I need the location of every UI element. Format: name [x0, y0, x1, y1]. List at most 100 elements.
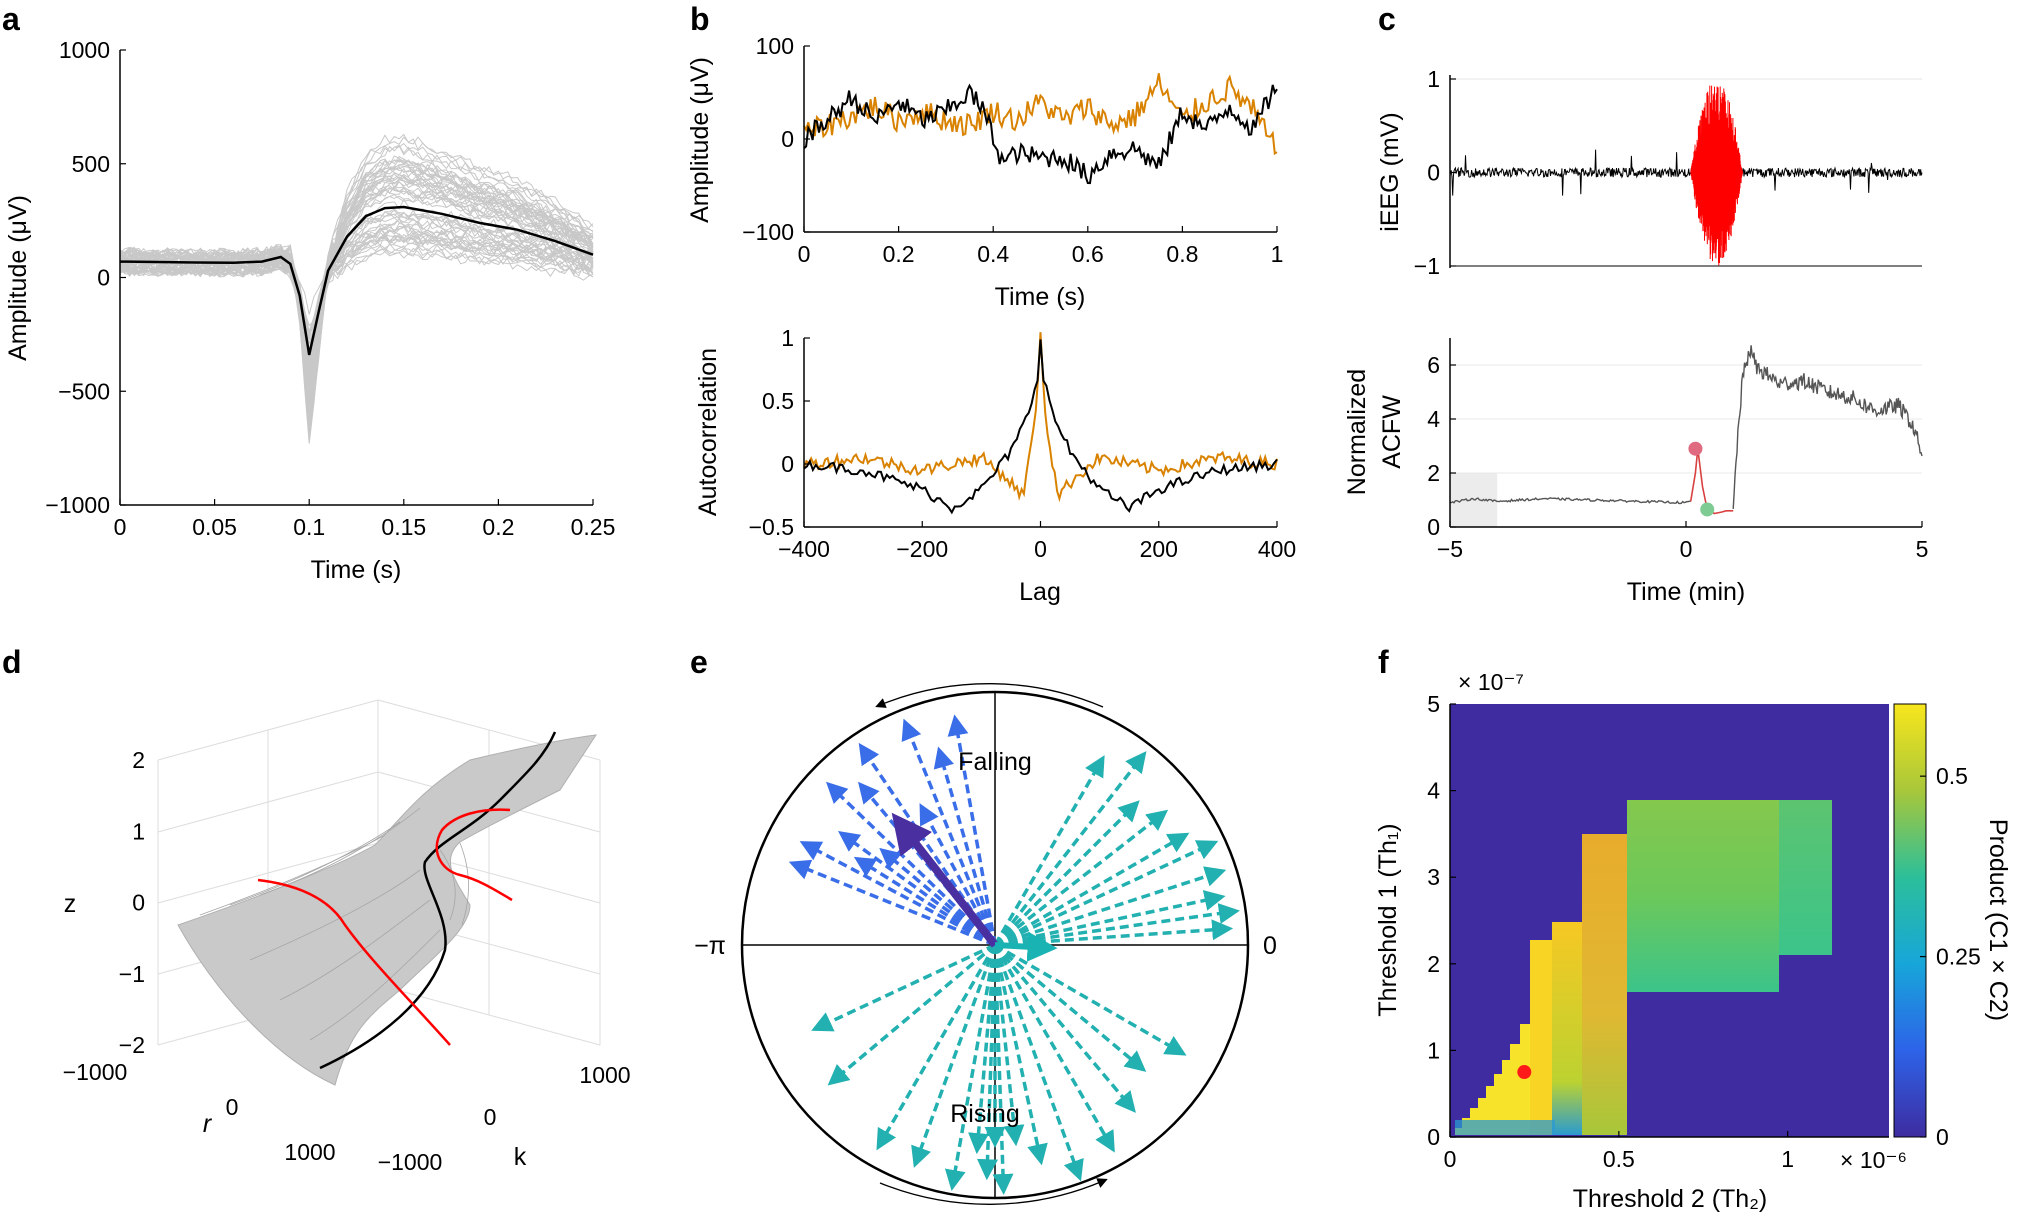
panel-d-ztick-label: 2	[132, 747, 145, 773]
panel-f-bottom-strip	[1455, 1120, 1555, 1135]
panel-b-bottom-xtick-label: 200	[1140, 536, 1178, 562]
panel-c-top-seizure-trace	[1690, 85, 1744, 266]
panel-b-bottom-xtick-label: −200	[896, 536, 948, 562]
panel-a-trace	[119, 167, 594, 379]
panel-f-x-exponent: × 10⁻⁶	[1840, 1147, 1907, 1173]
panel-d-rtick-label: −1000	[63, 1059, 128, 1085]
panel-a-xtick-label: 0.15	[381, 514, 426, 540]
panel-b-bottom-ytick-label: 0	[781, 451, 794, 477]
panel-a-trace	[119, 144, 594, 388]
panel-d-klabel: k	[514, 1143, 527, 1171]
panel-label-f: f	[1378, 644, 1389, 680]
panel-c-bottom-seizure-line	[1689, 448, 1734, 515]
panel-c-top-ytick-label: 1	[1427, 66, 1440, 92]
panel-b-bottom-ytick-label: 0.5	[762, 388, 794, 414]
panel-f-ytick-label: 3	[1427, 864, 1440, 890]
panel-c-bottom-xtick-label: −5	[1437, 536, 1463, 562]
panel-e-arrows	[788, 714, 1240, 1195]
panel-a-trace	[119, 187, 594, 401]
panel-c-bottom-marker-peak	[1688, 441, 1703, 456]
panel-f-colorbar-tick-label: 0.5	[1936, 763, 1968, 789]
panel-a-xtick-label: 0.2	[482, 514, 514, 540]
panel-c-bottom-marker-trough	[1700, 502, 1715, 517]
panel-b-bottom-xtick-label: −400	[778, 536, 830, 562]
panel-d-ktick-label: 1000	[579, 1062, 630, 1088]
panel-a-ytick-label: −1000	[45, 492, 110, 518]
panel-c-top-yticks: −1 0 1	[1414, 66, 1456, 279]
panel-a-xticks: 0 0.05 0.1 0.15 0.2 0.25	[114, 499, 615, 540]
panel-e-phase-arrow	[993, 800, 1140, 947]
panel-label-a: a	[2, 1, 20, 37]
panel-e-phase-arrow	[947, 714, 997, 946]
panel-a-xlabel: Time (s)	[311, 556, 402, 584]
panel-f-colorbar-tick-label: 0	[1936, 1124, 1949, 1150]
panel-e-mean-rising-arrow	[994, 931, 1058, 962]
panel-b-top-xtick-label: 0.6	[1072, 241, 1104, 267]
panel-a-xtick-label: 0.1	[293, 514, 325, 540]
panel-c-bottom-xtick-label: 0	[1680, 536, 1693, 562]
panel-label-d: d	[2, 644, 22, 680]
panel-a-trace	[119, 225, 594, 403]
panel-a: 0 0.05 0.1 0.15 0.2 0.25 −1000 −500 0 500 1000 Ti…	[4, 37, 615, 584]
panel-c-bottom-xlabel: Time (min)	[1627, 578, 1746, 606]
panel-e-phase-arrow	[811, 943, 996, 1032]
panel-d-ztick-label: −1	[119, 961, 145, 987]
panel-e-phase-arrow	[853, 856, 996, 947]
panel-b-top-orange-line	[803, 73, 1278, 156]
panel-e-phase-arrow	[879, 847, 997, 947]
panel-b-bottom: −400 −200 0 200 400 −0.5 0 0.5 1 Lag Autocorrel…	[694, 325, 1296, 606]
panel-a-ylabel: Amplitude (μV)	[4, 195, 32, 361]
panel-f-ytick-label: 0	[1427, 1124, 1440, 1150]
panel-f-block-orange	[1582, 834, 1627, 1135]
panel-e-phase-arrow	[944, 944, 997, 1192]
panel-b-top-xticks: 0 0.2 0.4 0.6 0.8 1	[798, 226, 1284, 267]
panel-f-xticks: 0 0.5 1	[1444, 1131, 1794, 1172]
panel-f-block-yellow	[1552, 922, 1582, 1135]
panel-a-trace	[119, 224, 594, 439]
panel-b-bottom-ytick-label: −0.5	[749, 514, 794, 540]
panel-a-ytick-label: 500	[72, 151, 110, 177]
panel-b-top-ytick-label: 0	[781, 126, 794, 152]
panel-e-phase-arrow	[933, 746, 997, 946]
panel-f-optimum-marker	[1517, 1065, 1532, 1080]
panel-f-xtick-label: 0.5	[1603, 1146, 1635, 1172]
panel-b-top-xtick-label: 0	[798, 241, 811, 267]
panel-e-phase-arrow	[994, 840, 1219, 947]
panel-b-bottom-ytick-label: 1	[781, 325, 794, 351]
panel-b-bottom-black-line	[803, 339, 1278, 515]
panel-f-ytick-label: 2	[1427, 951, 1440, 977]
panel-e-phase-arrow	[901, 718, 997, 946]
panel-a-xtick-label: 0	[114, 514, 127, 540]
panel-c-bottom-ytick-label: 0	[1427, 514, 1440, 540]
panel-c-bottom-post-line	[1732, 345, 1923, 509]
panel-f-block-right	[1779, 800, 1832, 955]
panel-b-top-xlabel: Time (s)	[995, 283, 1086, 311]
panel-f-block-yellow-2	[1530, 940, 1552, 1135]
panel-e-phase-arrow	[919, 803, 997, 946]
panel-f-colorbar-ticks: 0 0.25 0.5	[1920, 763, 1981, 1150]
panel-b-top-black-line	[803, 83, 1278, 185]
panel-b-top-xtick-label: 1	[1271, 241, 1284, 267]
panel-d-zticks: −2 −1 0 1 2	[119, 747, 145, 1058]
panel-d-surface	[177, 734, 598, 1086]
panel-e-phase-arrow	[826, 781, 997, 947]
panel-e: Falling Rising −π 0	[694, 683, 1277, 1205]
panel-d-ztick-label: −2	[119, 1032, 145, 1058]
panel-e-phase-arrow	[994, 919, 1234, 947]
panel-e-phase-arrow	[993, 755, 1105, 946]
panel-c-top-ylabel: iEEG (mV)	[1376, 112, 1404, 231]
panel-c-bottom-ytick-label: 2	[1427, 460, 1440, 486]
panel-b-top-yticks: −100 0 100	[742, 33, 810, 245]
panel-f-ylabel: Threshold 1 (Th₁)	[1374, 823, 1402, 1016]
panel-a-xtick-label: 0.05	[192, 514, 237, 540]
panel-e-phase-arrow	[994, 890, 1226, 947]
panel-e-phase-arrow	[994, 832, 1190, 947]
panel-c-bottom-ylabel-line1: Normalized	[1343, 369, 1371, 495]
panel-f-ytick-label: 5	[1427, 691, 1440, 717]
panel-c-bottom-xticks: −5 0 5	[1437, 521, 1928, 562]
panel-e-phase-arrow	[827, 943, 997, 1086]
panel-d-ztick-label: 0	[132, 890, 145, 916]
panel-e-phase-arrow	[993, 944, 1025, 1147]
